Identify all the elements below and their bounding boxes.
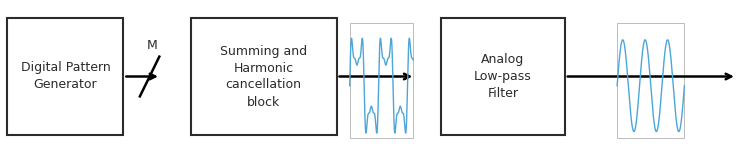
Bar bbox=[7, 18, 123, 135]
Text: M: M bbox=[147, 39, 157, 52]
Bar bbox=[441, 18, 565, 135]
Bar bbox=[191, 18, 337, 135]
Bar bbox=[349, 23, 413, 138]
Text: Digital Pattern
Generator: Digital Pattern Generator bbox=[21, 62, 110, 91]
Bar bbox=[617, 23, 684, 138]
Text: Summing and
Harmonic
cancellation
block: Summing and Harmonic cancellation block bbox=[220, 45, 307, 108]
Text: Analog
Low-pass
Filter: Analog Low-pass Filter bbox=[474, 53, 532, 100]
